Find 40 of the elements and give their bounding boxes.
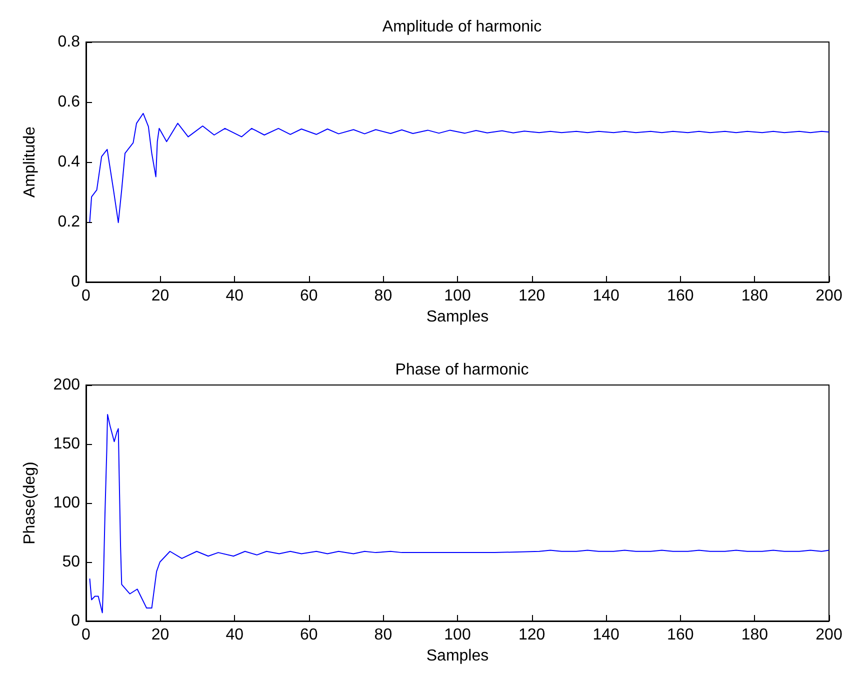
x-tick-label: 20 [151,626,170,644]
x-axis-title: Samples [426,308,489,326]
x-tick-label: 180 [741,288,768,304]
x-tick-label: 180 [741,626,768,644]
x-tick-label: 120 [518,626,546,644]
y-tick-label: 0.2 [58,214,80,230]
x-tick-label: 200 [816,626,842,644]
x-tick-label: 60 [300,288,318,304]
x-tick-label: 80 [374,626,392,644]
x-axis-title: Samples [426,647,489,664]
x-tick-label: 60 [300,626,318,644]
x-tick-label: 140 [592,288,620,304]
y-tick-label: 0 [71,612,80,630]
x-tick-label: 0 [82,626,91,644]
y-tick-label: 100 [53,494,80,512]
x-tick-label: 80 [374,288,392,304]
y-tick-label: 0.6 [58,94,80,110]
y-axis-title: Amplitude [22,126,38,198]
x-tick-label: 100 [444,288,471,304]
y-tick-label: 0.4 [58,154,80,170]
x-tick-label: 20 [151,288,170,304]
y-axis-title: Phase(deg) [22,462,38,544]
y-tick-label: 200 [53,376,80,394]
y-tick-label: 50 [62,554,80,570]
chart-title: Phase of harmonic [395,362,529,378]
x-tick-label: 40 [226,288,244,304]
x-tick-label: 160 [667,288,694,304]
x-tick-label: 40 [226,626,244,644]
x-tick-label: 120 [518,288,546,304]
y-tick-label: 0.8 [58,34,80,50]
x-tick-label: 0 [82,288,91,304]
chart-title: Amplitude of harmonic [382,18,542,36]
x-tick-label: 160 [667,626,694,644]
y-tick-label: 0 [71,274,80,290]
x-tick-label: 140 [592,626,620,644]
line-series [89,112,830,224]
x-tick-label: 100 [444,626,471,644]
y-tick-label: 150 [53,436,80,452]
x-tick-label: 200 [816,288,842,304]
line-series [89,414,830,614]
